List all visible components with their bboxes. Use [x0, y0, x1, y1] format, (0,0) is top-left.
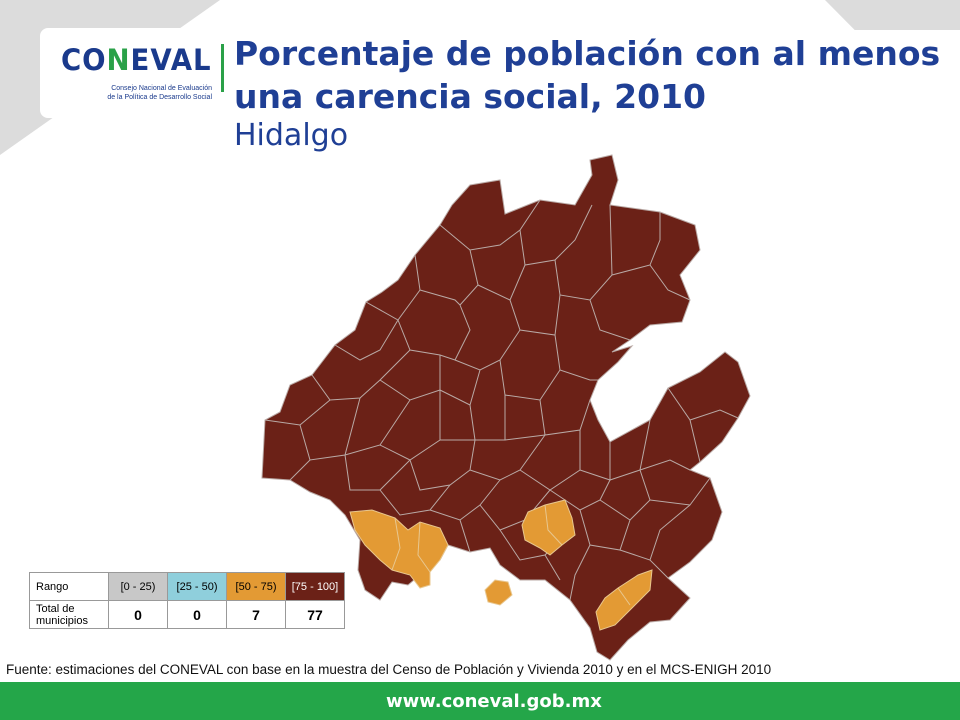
source-note: Fuente: estimaciones del CONEVAL con bas… [6, 662, 772, 677]
municipality-south-island [484, 579, 513, 606]
legend-range-label: Rango [29, 572, 109, 601]
legend-table: Rango [0 - 25) [25 - 50) [50 - 75) [75 -… [29, 572, 345, 629]
legend-count-0: 0 [108, 600, 168, 629]
municipality-boundaries [264, 199, 739, 601]
legend-category-2: [50 - 75) [226, 572, 286, 601]
footer-website-link[interactable]: www.coneval.gob.mx [386, 691, 602, 712]
legend-count-3: 77 [285, 600, 345, 629]
legend-range-row: Rango [0 - 25) [25 - 50) [50 - 75) [75 -… [29, 572, 345, 601]
page-subtitle: Hidalgo [234, 118, 349, 153]
footer-bar: www.coneval.gob.mx [0, 682, 960, 720]
legend-category-0: [0 - 25) [108, 572, 168, 601]
coneval-logo[interactable]: CONEVAL Consejo Nacional de Evaluación d… [40, 28, 220, 118]
title-accent-bar [221, 44, 224, 92]
logo-subtitle: Consejo Nacional de Evaluación de la Pol… [107, 85, 212, 101]
page-title: Porcentaje de población con al menos una… [234, 34, 941, 116]
legend-count-2: 7 [226, 600, 286, 629]
legend-count-1: 0 [167, 600, 227, 629]
municipality-cluster-southeast [595, 569, 653, 631]
legend-total-row: Total de municipios 0 0 7 77 [29, 600, 345, 629]
legend-total-label: Total de municipios [29, 600, 109, 629]
logo-wordmark: CONEVAL [61, 43, 212, 77]
legend-category-3: [75 - 100] [285, 572, 345, 601]
mid-range-municipalities [349, 499, 653, 631]
legend-category-1: [25 - 50) [167, 572, 227, 601]
